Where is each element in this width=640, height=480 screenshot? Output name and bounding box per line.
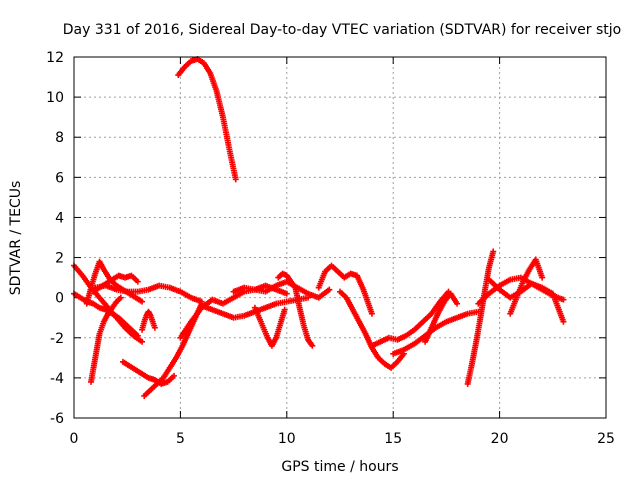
x-tick-label: 5 xyxy=(176,431,185,447)
y-tick-label: 6 xyxy=(55,170,64,186)
series-arc-21 xyxy=(464,248,497,387)
data-point xyxy=(539,274,546,281)
x-tick-label: 15 xyxy=(384,431,402,447)
data-point xyxy=(560,296,567,303)
data-point xyxy=(560,318,567,325)
data-point xyxy=(283,290,290,297)
series-arc-16 xyxy=(315,262,375,317)
y-tick-label: -4 xyxy=(50,371,64,387)
data-point xyxy=(117,294,124,301)
data-point xyxy=(281,306,288,313)
y-tick-labels: -6 -4 -2 0 2 4 6 8 10 12 xyxy=(46,50,606,427)
series-arc-20 xyxy=(422,290,461,345)
y-tick-label: -6 xyxy=(50,411,64,427)
y-tick-label: 4 xyxy=(55,210,64,226)
y-tick-label: 2 xyxy=(55,251,64,267)
x-axis-label: GPS time / hours xyxy=(281,459,398,475)
data-points xyxy=(71,56,567,399)
series-arc-19 xyxy=(390,308,482,357)
data-point xyxy=(151,324,158,331)
y-tick-label: 8 xyxy=(55,130,64,146)
series-arc-12 xyxy=(198,294,312,321)
series-arc-6 xyxy=(92,282,205,305)
x-tick-label: 0 xyxy=(70,431,79,447)
y-tick-label: 12 xyxy=(46,50,64,66)
x-tick-label: 25 xyxy=(597,431,615,447)
x-tick-labels: 0 5 10 15 20 25 xyxy=(70,57,615,447)
data-point xyxy=(139,298,146,305)
data-point xyxy=(490,248,497,255)
series-arc-17 xyxy=(337,288,407,371)
y-tick-label: 10 xyxy=(46,90,64,106)
data-point xyxy=(171,372,178,379)
y-axis-label: SDTVAR / TECUs xyxy=(8,181,24,296)
data-point xyxy=(139,338,146,345)
series-arc-24 xyxy=(507,256,546,317)
grid xyxy=(74,57,606,418)
data-point xyxy=(454,300,461,307)
chart-title: Day 331 of 2016, Sidereal Day-to-day VTE… xyxy=(63,22,621,38)
y-tick-label: -2 xyxy=(50,331,64,347)
series-arc-15 xyxy=(275,270,316,349)
series-arc-8 xyxy=(139,308,158,333)
x-tick-label: 10 xyxy=(278,431,296,447)
series-arc-4 xyxy=(88,294,124,385)
data-point xyxy=(134,278,141,285)
data-point xyxy=(134,332,141,339)
x-tick-label: 20 xyxy=(491,431,509,447)
y-tick-label: 0 xyxy=(55,291,64,307)
data-point xyxy=(326,286,333,293)
plot-frame xyxy=(73,56,607,419)
series-arc-14 xyxy=(251,304,288,349)
data-point xyxy=(368,310,375,317)
data-point xyxy=(309,342,316,349)
data-point xyxy=(232,176,239,183)
series-arc-10 xyxy=(175,56,239,183)
series-arc-18 xyxy=(368,288,452,349)
